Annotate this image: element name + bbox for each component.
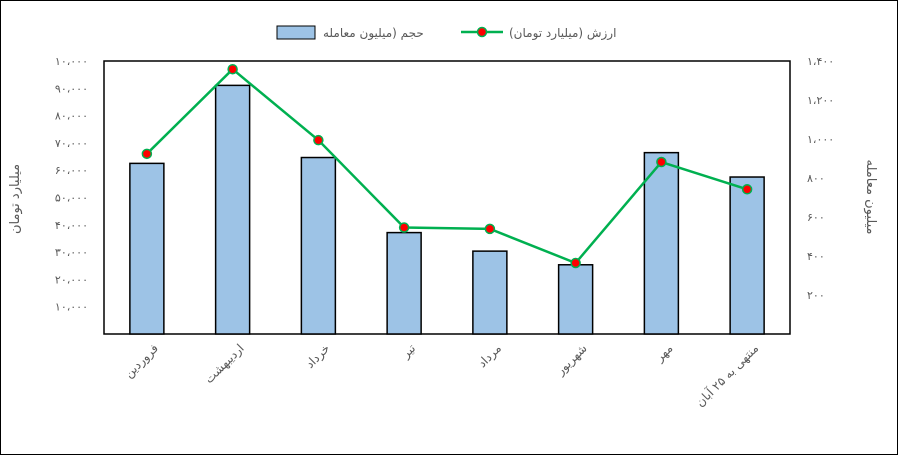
left-tick-2: ۸۰،۰۰۰ [55,110,88,123]
x-axis-labels: فروردین اردیبهشت خرداد تیر مرداد شهریور مهر منت… [122,341,762,410]
line-point-1 [227,63,238,75]
right-tick-3: ۸۰۰ [807,172,825,185]
bar-5 [557,264,594,335]
right-tick-4: ۶۰۰ [807,211,825,224]
line-point-5 [570,257,581,269]
right-tick-1: ۱،۲۰۰ [807,94,834,107]
line-point-6 [656,156,667,168]
line-point-2 [313,134,324,146]
left-tick-8: ۲۰،۰۰۰ [55,273,88,286]
legend-line-label: ارزش (میلیارد تومان) [509,26,616,41]
legend-line-marker [476,26,488,38]
plot-area [103,60,791,335]
value-line [145,67,748,265]
bar-4 [472,250,508,335]
left-tick-9: ۱۰،۰۰۰ [55,301,88,314]
right-axis-ticks: ۱،۴۰۰ ۱،۲۰۰ ۱،۰۰۰ ۸۰۰ ۶۰۰ ۴۰۰ ۲۰۰ [807,55,834,302]
left-tick-4: ۶۰،۰۰۰ [55,164,88,177]
left-tick-0: ۱۰،۰۰۰ [55,55,88,68]
right-axis-title: میلیون معامله [863,160,878,235]
left-axis-title: میلیارد تومان [8,164,23,234]
right-tick-6: ۲۰۰ [807,289,825,302]
right-tick-0: ۱،۴۰۰ [807,55,834,68]
line-point-4 [484,223,496,235]
bar-0 [129,162,165,335]
right-tick-2: ۱،۰۰۰ [807,133,834,146]
x-tick-label-5: شهریور [553,341,591,379]
line-point-3 [398,222,410,233]
bar-6 [643,151,680,335]
legend-bar-label: حجم (میلیون معامله [323,26,424,41]
line-point-0 [141,148,153,160]
x-tick-label-6: مهر [652,341,676,365]
line-series [141,63,753,269]
legend: حجم (میلیون معامله ارزش (میلیارد تومان) [276,25,616,41]
left-tick-1: ۹۰،۰۰۰ [55,82,88,95]
left-tick-7: ۳۰،۰۰۰ [55,246,88,259]
bar-3 [386,231,422,335]
x-tick-label-0: فروردین [122,341,162,381]
bar-1 [214,84,251,335]
left-tick-5: ۵۰،۰۰۰ [55,192,88,205]
left-tick-3: ۷۰،۰۰۰ [55,137,88,150]
x-tick-label-4: مرداد [475,341,505,371]
x-tick-label-3: تیر [398,341,419,362]
bar-series [129,84,765,335]
x-tick-label-2: خرداد [303,341,333,371]
right-tick-5: ۴۰۰ [807,250,825,263]
bar-2 [300,156,337,335]
left-axis-ticks: ۱۰،۰۰۰ ۹۰،۰۰۰ ۸۰،۰۰۰ ۷۰،۰۰۰ ۶۰،۰۰۰ ۵۰،۰۰۰ ۴۰،۰… [55,55,88,314]
x-tick-label-7: منتهی به ۲۵ آبان [692,341,761,410]
legend-bar-swatch [276,25,316,40]
left-tick-6: ۴۰،۰۰۰ [55,219,88,232]
line-point-7 [741,184,753,195]
bar-7 [729,176,765,335]
x-tick-label-1: اردیبهشت [202,341,248,387]
